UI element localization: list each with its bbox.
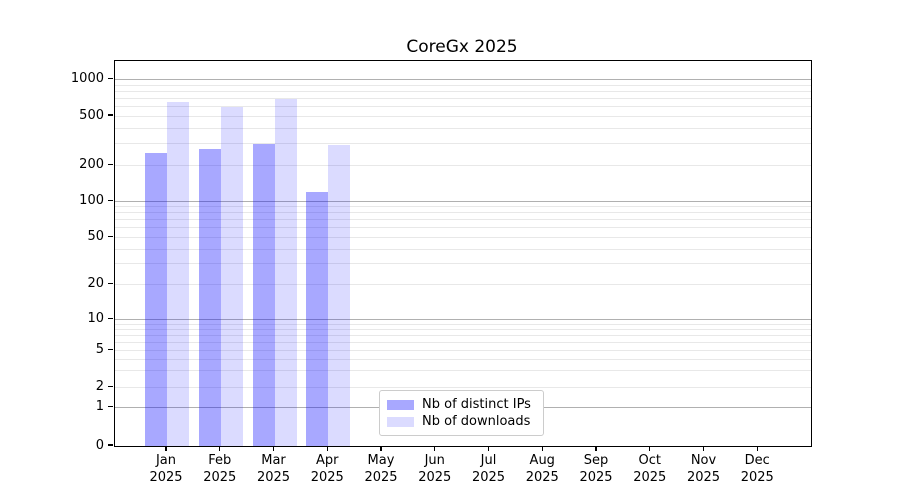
y-tick-label: 1000 [70,71,104,86]
x-tick-mark [219,446,221,452]
minor-gridline [115,334,811,336]
minor-gridline [115,248,811,250]
legend-swatch-distinct-ips-icon [387,399,414,410]
bar-feb-downloads [220,107,243,446]
chart-title: CoreGx 2025 [406,37,518,57]
x-tick-mark [165,446,167,452]
x-tick-label: Jul 2025 [471,453,506,485]
y-tick-label: 1 [95,399,104,415]
minor-gridline [115,328,811,330]
minor-gridline [115,358,811,360]
x-tick-label: Mar 2025 [256,453,291,485]
minor-gridline [115,84,811,86]
x-tick-label: Jun 2025 [418,453,452,485]
bar-apr-distinct-ips [306,191,329,446]
y-tick-label: 2 [95,378,104,394]
minor-gridline [115,97,811,99]
x-tick-mark [702,446,705,452]
major-gridline [115,79,811,80]
x-tick-mark [326,446,328,452]
x-tick-label: Aug 2025 [525,453,559,485]
minor-gridline [115,341,811,343]
minor-gridline [115,323,811,325]
minor-gridline [115,263,811,265]
y-tick-mark [108,163,113,166]
major-gridline [115,319,811,320]
x-tick-label: Jan 2025 [149,453,183,485]
y-tick-mark [108,406,113,408]
minor-gridline [115,284,811,286]
minor-gridline [115,90,811,92]
bar-apr-downloads [328,145,351,446]
bar-mar-distinct-ips [252,143,275,446]
bar-jan-downloads [167,102,189,446]
y-tick-label: 10 [87,311,104,326]
y-tick-label: 500 [79,107,104,123]
bar-jan-distinct-ips [145,153,167,446]
legend-label-distinct-ips: Nb of distinct IPs [422,397,531,412]
minor-gridline [115,370,811,372]
y-tick-mark [108,235,113,238]
legend-item-downloads: Nb of downloads [387,414,535,429]
x-tick-mark [649,446,651,452]
x-tick-label: Apr 2025 [310,453,344,485]
x-tick-mark [595,446,597,452]
x-tick-label: Feb 2025 [203,453,237,485]
y-tick-mark [108,114,113,116]
legend: Nb of distinct IPs Nb of downloads [379,390,544,436]
x-tick-mark [434,446,436,452]
minor-gridline [115,237,811,238]
minor-gridline [115,219,811,221]
minor-gridline [115,206,811,208]
y-tick-label: 50 [87,229,104,244]
x-tick-mark [756,446,758,452]
y-tick-label: 20 [87,276,104,292]
minor-gridline [115,143,811,145]
x-tick-label: May 2025 [364,453,398,485]
y-tick-mark [108,77,113,80]
y-tick-mark [108,348,113,351]
x-tick-label: Dec 2025 [740,453,774,485]
legend-item-distinct-ips: Nb of distinct IPs [387,397,535,412]
y-tick-mark [108,444,113,446]
minor-gridline [115,115,811,117]
x-tick-label: Nov 2025 [686,453,721,485]
x-tick-label: Sep 2025 [579,453,613,485]
y-tick-label: 0 [95,437,104,453]
x-tick-mark [380,446,382,452]
minor-gridline [115,127,811,129]
legend-label-downloads: Nb of downloads [422,414,531,429]
plot-area [114,60,812,447]
bar-mar-downloads [274,99,297,446]
minor-gridline [115,386,811,388]
y-tick-label: 200 [79,157,104,172]
legend-swatch-downloads-icon [387,416,414,427]
x-tick-mark [487,446,490,452]
x-tick-mark [272,446,275,452]
bar-feb-distinct-ips [198,149,221,446]
y-tick-mark [108,385,113,387]
minor-gridline [115,165,811,166]
y-tick-label: 100 [79,192,104,208]
minor-gridline [115,350,811,351]
minor-gridline [115,212,811,214]
y-tick-mark [108,283,113,285]
major-gridline [115,200,811,202]
y-tick-mark [108,317,113,320]
x-tick-label: Oct 2025 [633,453,667,485]
y-tick-label: 5 [95,342,104,357]
y-tick-mark [108,199,113,201]
x-tick-mark [541,446,543,452]
minor-gridline [115,227,811,229]
minor-gridline [115,105,811,107]
